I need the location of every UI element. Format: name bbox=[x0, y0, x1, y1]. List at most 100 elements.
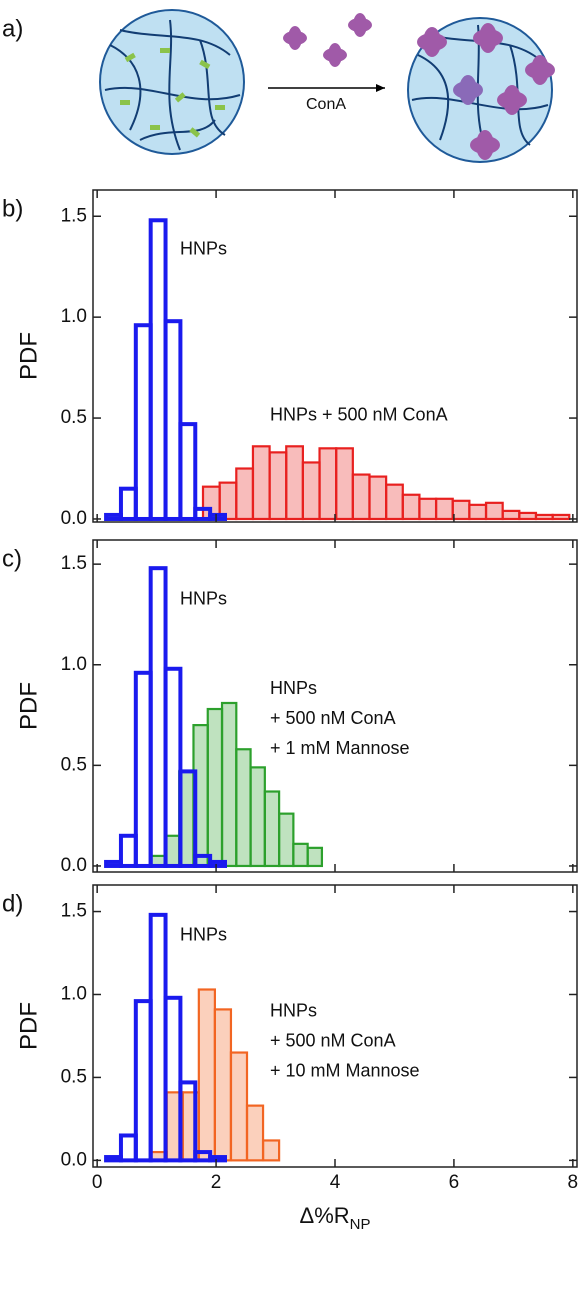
histogram-bar bbox=[251, 445, 271, 521]
histogram-bar bbox=[468, 503, 488, 521]
histogram-bar bbox=[163, 666, 183, 868]
panel-label: c) bbox=[2, 545, 22, 572]
histogram-bar bbox=[133, 323, 153, 521]
series-label: + 1 mM Mannose bbox=[270, 738, 410, 758]
histogram-bar bbox=[118, 833, 138, 868]
histogram-bar bbox=[451, 499, 471, 521]
histogram-bar bbox=[118, 1133, 138, 1163]
histogram-bar bbox=[213, 1008, 233, 1162]
histogram-bar bbox=[518, 511, 538, 521]
panel-label: d) bbox=[2, 890, 23, 917]
x-axis-label-main: Δ%R bbox=[300, 1203, 350, 1228]
series-label: HNPs + 500 nM ConA bbox=[270, 405, 448, 425]
histogram-bar bbox=[534, 513, 554, 521]
histogram-bar bbox=[385, 483, 404, 521]
x-tick-label: 4 bbox=[330, 1172, 341, 1193]
series-label: HNPs bbox=[270, 1001, 317, 1021]
y-tick-label: 0.5 bbox=[61, 754, 87, 775]
histogram-bar bbox=[197, 988, 216, 1162]
histogram-bar bbox=[178, 1080, 198, 1163]
histogram-bar bbox=[351, 473, 371, 521]
histogram-bar bbox=[208, 1155, 227, 1163]
histogram-bar bbox=[148, 218, 168, 521]
histogram-bar bbox=[268, 451, 288, 521]
histogram-bar bbox=[104, 859, 123, 868]
histogram-bar bbox=[229, 1051, 249, 1162]
histogram-bar bbox=[551, 513, 571, 521]
histogram-bar bbox=[335, 447, 354, 521]
x-tick-label: 8 bbox=[568, 1172, 579, 1193]
histogram-panel: 0.0 0.5 1.0 1.5 0 2 4 6 8 d) PDF Δ%RNP HNPs HNPs + 500… bbox=[2, 884, 579, 1234]
histogram-bar bbox=[249, 766, 266, 868]
cona-proteins bbox=[283, 13, 372, 67]
histogram-bar bbox=[178, 422, 198, 521]
series-label: + 500 nM ConA bbox=[270, 1031, 396, 1051]
histogram-bar bbox=[318, 447, 338, 521]
series-label: HNPs bbox=[180, 925, 227, 945]
arrow-label: ConA bbox=[306, 96, 346, 113]
y-tick-label: 0.5 bbox=[61, 1066, 87, 1087]
histogram-bar bbox=[208, 859, 227, 868]
panel-a: a) ConA bbox=[2, 9, 555, 163]
panel-label: b) bbox=[2, 195, 23, 222]
y-tick-label: 0.0 bbox=[61, 1149, 87, 1170]
histogram-bar bbox=[484, 501, 504, 521]
histogram-bar bbox=[220, 701, 238, 868]
panel-label: a) bbox=[2, 15, 23, 42]
histogram-bar bbox=[235, 467, 255, 521]
y-tick-label: 0.0 bbox=[61, 855, 87, 876]
y-tick-label: 0.5 bbox=[61, 407, 87, 428]
x-tick-label: 0 bbox=[92, 1172, 103, 1193]
histogram-bar bbox=[301, 461, 321, 521]
y-tick-label: 1.5 bbox=[61, 553, 87, 574]
y-tick-label: 1.5 bbox=[61, 205, 87, 226]
histogram-bar bbox=[434, 497, 454, 521]
y-tick-label: 1.0 bbox=[61, 654, 87, 675]
histogram-bar bbox=[263, 790, 281, 868]
series-label: HNPs bbox=[180, 589, 227, 609]
histogram-bar bbox=[133, 999, 153, 1163]
y-tick-label: 1.5 bbox=[61, 901, 87, 922]
histogram-bar bbox=[206, 707, 224, 868]
y-axis-label: PDF bbox=[15, 682, 42, 730]
histogram-bar bbox=[104, 512, 123, 521]
histogram-bar bbox=[292, 842, 309, 868]
histogram-bar bbox=[208, 512, 227, 521]
histogram-bar bbox=[163, 319, 183, 521]
histogram-bar bbox=[261, 1139, 281, 1162]
histogram-bar bbox=[368, 475, 388, 521]
histogram-bar bbox=[178, 769, 198, 868]
histogram-bar bbox=[501, 509, 521, 521]
histogram-bar bbox=[418, 497, 438, 521]
histogram-bar bbox=[104, 1155, 123, 1163]
y-tick-label: 1.0 bbox=[61, 306, 87, 327]
x-axis-label: Δ%RNP bbox=[300, 1203, 371, 1234]
histogram-bar bbox=[235, 748, 252, 868]
series-label: HNPs bbox=[270, 678, 317, 698]
linkers bbox=[120, 48, 225, 138]
polymer-network bbox=[104, 19, 241, 151]
histogram-bar bbox=[163, 995, 183, 1163]
y-axis-label: PDF bbox=[15, 332, 42, 380]
histogram-bar bbox=[306, 846, 324, 868]
histogram-panel: 0.0 0.5 1.0 1.5 b) PDF HNPs HNPs + 500 nM ConA bbox=[2, 189, 578, 529]
x-tick-label: 6 bbox=[449, 1172, 460, 1193]
histogram-bar bbox=[118, 486, 138, 521]
series-label: HNPs bbox=[180, 239, 227, 259]
histogram-bar bbox=[278, 812, 295, 868]
arrow-head bbox=[376, 84, 385, 92]
bound-cona bbox=[417, 23, 555, 160]
y-axis-label: PDF bbox=[15, 1002, 42, 1050]
y-tick-label: 1.0 bbox=[61, 983, 87, 1004]
histogram-bar bbox=[148, 912, 168, 1163]
series-label: + 10 mM Mannose bbox=[270, 1061, 420, 1081]
x-axis-label-sub: NP bbox=[350, 1216, 371, 1233]
y-tick-label: 0.0 bbox=[61, 508, 87, 529]
histogram-bar bbox=[148, 566, 168, 868]
x-tick-label: 2 bbox=[211, 1172, 222, 1193]
histogram-bar bbox=[285, 445, 304, 521]
series-label: + 500 nM ConA bbox=[270, 708, 396, 728]
histogram-bar bbox=[133, 670, 153, 868]
histogram-bar bbox=[245, 1104, 265, 1162]
histogram-panel: 0.0 0.5 1.0 1.5 c) PDF HNPs HNPs + 500 nM ConA + … bbox=[2, 539, 578, 876]
